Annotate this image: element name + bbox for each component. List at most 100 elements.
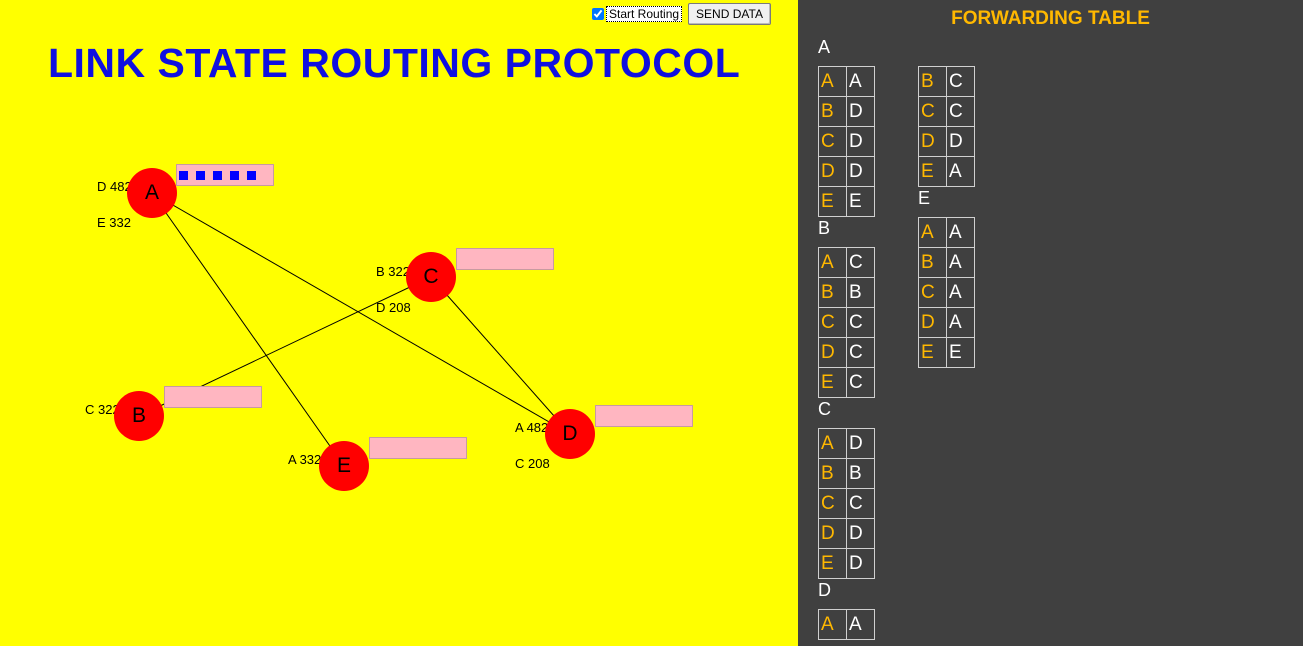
- lsa-entry: C 208: [515, 456, 550, 471]
- lsa-label-c: B 322 D 208: [376, 242, 411, 338]
- router-heading-e: E: [918, 188, 931, 208]
- packet-icon: [230, 170, 239, 180]
- router-node-a[interactable]: A: [127, 168, 177, 218]
- next-hop-cell: C: [846, 307, 875, 338]
- destination-cell: C: [818, 307, 847, 338]
- router-node-d[interactable]: D: [545, 409, 595, 459]
- lsa-label-e: A 332: [288, 430, 321, 490]
- destination-cell: B: [818, 96, 847, 127]
- packet-buffer-a: [176, 164, 274, 186]
- next-hop-cell: A: [946, 156, 975, 187]
- forwarding-table-title: FORWARDING TABLE: [951, 8, 1150, 29]
- start-routing-checkbox[interactable]: [592, 8, 604, 20]
- destination-cell: B: [818, 458, 847, 489]
- next-hop-cell: D: [946, 126, 975, 157]
- packet-icon: [179, 170, 188, 180]
- destination-cell: A: [818, 247, 847, 278]
- next-hop-cell: A: [946, 247, 975, 278]
- destination-cell: D: [818, 337, 847, 368]
- router-node-c[interactable]: C: [406, 252, 456, 302]
- start-routing-label: Start Routing: [606, 6, 683, 22]
- link-a-d: [151, 192, 571, 435]
- destination-cell: A: [818, 66, 847, 97]
- next-hop-cell: A: [946, 307, 975, 338]
- router-heading-c: C: [818, 399, 831, 419]
- router-label: B: [131, 404, 146, 427]
- lsa-entry: A 332: [288, 452, 322, 467]
- packet-buffer-d: [595, 405, 693, 427]
- router-label: E: [336, 454, 351, 477]
- destination-cell: E: [818, 186, 847, 217]
- next-hop-cell: B: [846, 458, 875, 489]
- start-routing-toggle[interactable]: Start Routing: [592, 6, 683, 22]
- router-node-b[interactable]: B: [114, 391, 164, 441]
- next-hop-cell: E: [946, 337, 975, 368]
- next-hop-cell: B: [846, 277, 875, 308]
- destination-cell: E: [918, 156, 947, 187]
- next-hop-cell: D: [846, 428, 875, 459]
- lsa-entry: A 482: [515, 420, 549, 435]
- destination-cell: E: [918, 337, 947, 368]
- controls-bar: Start Routing SEND DATA: [592, 3, 771, 25]
- next-hop-cell: D: [846, 96, 875, 127]
- lsa-entry: E 332: [97, 215, 131, 230]
- destination-cell: B: [918, 66, 947, 97]
- packet-icon: [247, 170, 256, 180]
- send-data-button[interactable]: SEND DATA: [688, 3, 771, 25]
- link-c-d: [430, 276, 571, 435]
- destination-cell: A: [818, 609, 847, 640]
- lsa-label-d: A 482 C 208: [515, 398, 550, 494]
- network-canvas: LINK STATE ROUTING PROTOCOL Start Routin…: [48, 3, 771, 494]
- next-hop-cell: D: [846, 126, 875, 157]
- lsa-entry: D 208: [376, 300, 411, 315]
- destination-cell: A: [918, 217, 947, 248]
- next-hop-cell: D: [846, 156, 875, 187]
- destination-cell: B: [818, 277, 847, 308]
- packet-buffer-e: [369, 437, 467, 459]
- destination-cell: D: [818, 518, 847, 549]
- next-hop-cell: D: [846, 548, 875, 579]
- destination-cell: C: [918, 96, 947, 127]
- next-hop-cell: C: [846, 247, 875, 278]
- lsa-label-a: D 482 E 332: [97, 157, 132, 253]
- destination-cell: C: [818, 126, 847, 157]
- destination-cell: D: [918, 126, 947, 157]
- router-node-e[interactable]: E: [319, 441, 369, 491]
- destination-cell: C: [918, 277, 947, 308]
- next-hop-cell: C: [946, 96, 975, 127]
- link-a-e: [151, 192, 345, 467]
- destination-cell: E: [818, 548, 847, 579]
- packet-icon: [196, 170, 205, 180]
- packet-buffer-b: [164, 386, 262, 408]
- next-hop-cell: D: [846, 518, 875, 549]
- destination-cell: E: [818, 367, 847, 398]
- next-hop-cell: C: [846, 488, 875, 519]
- page-title: LINK STATE ROUTING PROTOCOL: [48, 40, 741, 86]
